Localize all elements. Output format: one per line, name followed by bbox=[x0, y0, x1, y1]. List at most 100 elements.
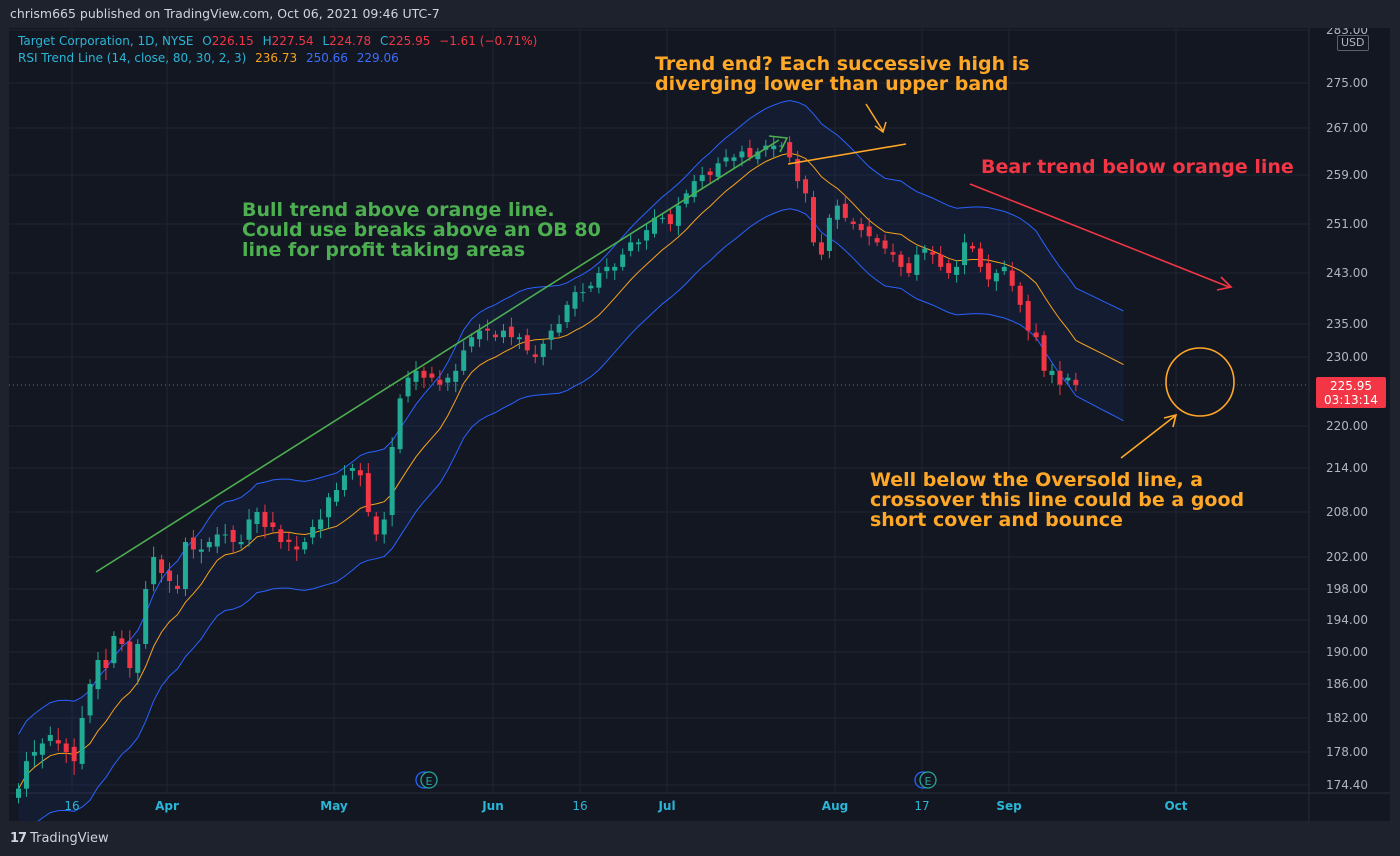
candle-body bbox=[588, 285, 594, 289]
earnings-badge: E bbox=[415, 771, 438, 789]
candle-body bbox=[302, 542, 308, 550]
chart-pane[interactable]: E E 174.40 178.00 182.00 186.00 190.00 194.00 19… bbox=[9, 28, 1390, 821]
candle-body bbox=[190, 537, 196, 550]
candle-body bbox=[652, 217, 657, 234]
time-tick-label: 16 bbox=[64, 799, 79, 813]
bear-trend-line bbox=[969, 183, 1230, 288]
symbol-title[interactable]: Target Corporation, 1D, NYSE bbox=[18, 34, 194, 48]
candle-body bbox=[739, 151, 745, 158]
price-tick-label: 267.00 bbox=[1326, 121, 1368, 135]
candle-body bbox=[834, 205, 840, 220]
price-chart[interactable]: E E 174.40 178.00 182.00 186.00 190.00 194.00 19… bbox=[9, 28, 1390, 821]
candle-body bbox=[31, 752, 37, 756]
candle-body bbox=[842, 203, 848, 218]
candle-body bbox=[286, 539, 292, 542]
publish-header: chrism665 published on TradingView.com, … bbox=[0, 0, 1400, 28]
annotation-bear-trend[interactable]: Bear trend below orange line bbox=[981, 156, 1294, 178]
candle-body bbox=[357, 470, 363, 476]
time-tick-label: 17 bbox=[914, 799, 929, 813]
bull-arrow-head bbox=[768, 135, 789, 153]
indicator-mid-value: 236.73 bbox=[255, 51, 298, 65]
indicator-title[interactable]: RSI Trend Line (14, close, 80, 30, 2, 3) bbox=[18, 51, 247, 65]
candle-body bbox=[675, 205, 681, 226]
candle-body bbox=[230, 530, 236, 542]
price-tick-label: 190.00 bbox=[1326, 645, 1368, 659]
candle-body bbox=[1033, 332, 1039, 338]
tradingview-logo[interactable]: 17 TradingView bbox=[10, 831, 109, 846]
close-label: C bbox=[379, 34, 389, 48]
candle-body bbox=[771, 145, 777, 150]
candle-body bbox=[381, 519, 387, 535]
candle-body bbox=[23, 761, 29, 789]
candle-body bbox=[1025, 301, 1031, 331]
candle-body bbox=[850, 221, 856, 224]
candle-body bbox=[373, 516, 379, 535]
open-label: O bbox=[202, 34, 212, 48]
candle-body bbox=[811, 197, 816, 243]
price-tick-label: 214.00 bbox=[1326, 461, 1368, 475]
candle-body bbox=[55, 740, 61, 744]
candle-body bbox=[405, 377, 411, 397]
candle-body bbox=[349, 468, 355, 471]
price-tick-label: 230.00 bbox=[1326, 350, 1368, 364]
candle-body bbox=[604, 266, 610, 272]
candle-body bbox=[341, 475, 347, 490]
candle-body bbox=[993, 273, 999, 282]
annotation-oversold[interactable]: Well below the Oversold line, a crossove… bbox=[870, 469, 1245, 531]
top-note-arrow bbox=[865, 103, 884, 132]
symbol-legend: Target Corporation, 1D, NYSE O226.15 H22… bbox=[18, 34, 542, 48]
candle-body bbox=[206, 542, 212, 548]
time-tick-label: Apr bbox=[155, 799, 179, 813]
candle-body bbox=[596, 273, 602, 288]
oversold-note-arrow-head bbox=[1163, 413, 1178, 428]
candle-body bbox=[580, 292, 586, 294]
change-value: −1.61 (−0.71%) bbox=[439, 34, 538, 48]
candle-body bbox=[493, 334, 498, 338]
candle-body bbox=[707, 171, 713, 175]
annotation-bull-trend[interactable]: Bull trend above orange line. Could use … bbox=[242, 199, 601, 261]
price-tick-label: 235.00 bbox=[1326, 317, 1368, 331]
low-value: 224.78 bbox=[329, 34, 372, 48]
candle-body bbox=[818, 242, 824, 255]
time-axis: 16 Apr May Jun 16 Jul Aug 17 Sep Oct bbox=[64, 799, 1187, 813]
candle-body bbox=[755, 151, 761, 160]
price-tick-label: 198.00 bbox=[1326, 582, 1368, 596]
mid-band-line bbox=[18, 152, 1124, 789]
time-tick-label: Aug bbox=[822, 799, 848, 813]
candle-body bbox=[103, 660, 109, 668]
open-value: 226.15 bbox=[211, 34, 254, 48]
price-tick-label: 178.00 bbox=[1326, 745, 1368, 759]
candle-body bbox=[747, 147, 753, 158]
earnings-badge-circle bbox=[420, 771, 438, 789]
candle-body bbox=[731, 157, 737, 161]
tv-brand-text: TradingView bbox=[30, 831, 109, 846]
candle-body bbox=[429, 373, 435, 378]
candle-body bbox=[334, 490, 339, 502]
price-tick-label: 243.00 bbox=[1326, 266, 1368, 280]
currency-button[interactable]: USD bbox=[1337, 35, 1369, 51]
candle-body bbox=[1017, 285, 1023, 305]
earnings-badge-label: E bbox=[925, 775, 932, 788]
time-tick-label: Oct bbox=[1164, 799, 1187, 813]
candle-body bbox=[977, 248, 983, 267]
price-tick-label: 186.00 bbox=[1326, 677, 1368, 691]
last-price-tag: 225.95 03:13:14 bbox=[1316, 377, 1386, 408]
candle-body bbox=[71, 746, 77, 762]
candle-body bbox=[500, 330, 506, 338]
candle-body bbox=[413, 370, 419, 382]
grid-lines bbox=[9, 28, 1309, 793]
annotation-trend-end[interactable]: Trend end? Each successive high is diver… bbox=[655, 53, 1030, 95]
candle-body bbox=[946, 263, 952, 273]
earnings-badge-circle bbox=[919, 771, 937, 789]
time-tick-label: Jul bbox=[657, 799, 675, 813]
candle-body bbox=[47, 735, 53, 741]
price-tick-label: 283.00 bbox=[1326, 28, 1368, 37]
time-tick-label: Sep bbox=[996, 799, 1022, 813]
candle-body bbox=[151, 557, 157, 585]
candle-body bbox=[175, 585, 180, 589]
candle-body bbox=[803, 179, 809, 194]
candle-body bbox=[564, 304, 570, 323]
candle-body bbox=[866, 226, 872, 237]
candle-body bbox=[135, 644, 141, 673]
candle-body bbox=[95, 660, 101, 690]
